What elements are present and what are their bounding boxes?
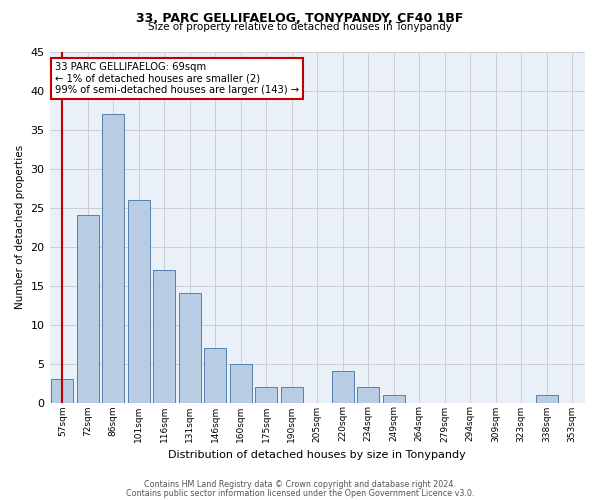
Text: Contains HM Land Registry data © Crown copyright and database right 2024.: Contains HM Land Registry data © Crown c… [144,480,456,489]
Y-axis label: Number of detached properties: Number of detached properties [15,145,25,309]
Text: 33, PARC GELLIFAELOG, TONYPANDY, CF40 1BF: 33, PARC GELLIFAELOG, TONYPANDY, CF40 1B… [136,12,464,26]
Bar [179,294,200,403]
Text: Contains public sector information licensed under the Open Government Licence v3: Contains public sector information licen… [126,488,474,498]
Text: 33 PARC GELLIFAELOG: 69sqm
← 1% of detached houses are smaller (2)
99% of semi-d: 33 PARC GELLIFAELOG: 69sqm ← 1% of detac… [55,62,299,95]
Text: Size of property relative to detached houses in Tonypandy: Size of property relative to detached ho… [148,22,452,32]
Bar [383,394,404,402]
Bar [332,372,353,402]
Bar [52,379,73,402]
Bar [536,394,557,402]
Bar [77,216,98,402]
X-axis label: Distribution of detached houses by size in Tonypandy: Distribution of detached houses by size … [169,450,466,460]
Bar [128,200,149,402]
Bar [230,364,251,403]
Bar [358,387,379,402]
Bar [103,114,124,403]
Bar [281,387,302,402]
Bar [205,348,226,403]
Bar [256,387,277,402]
Bar [154,270,175,402]
